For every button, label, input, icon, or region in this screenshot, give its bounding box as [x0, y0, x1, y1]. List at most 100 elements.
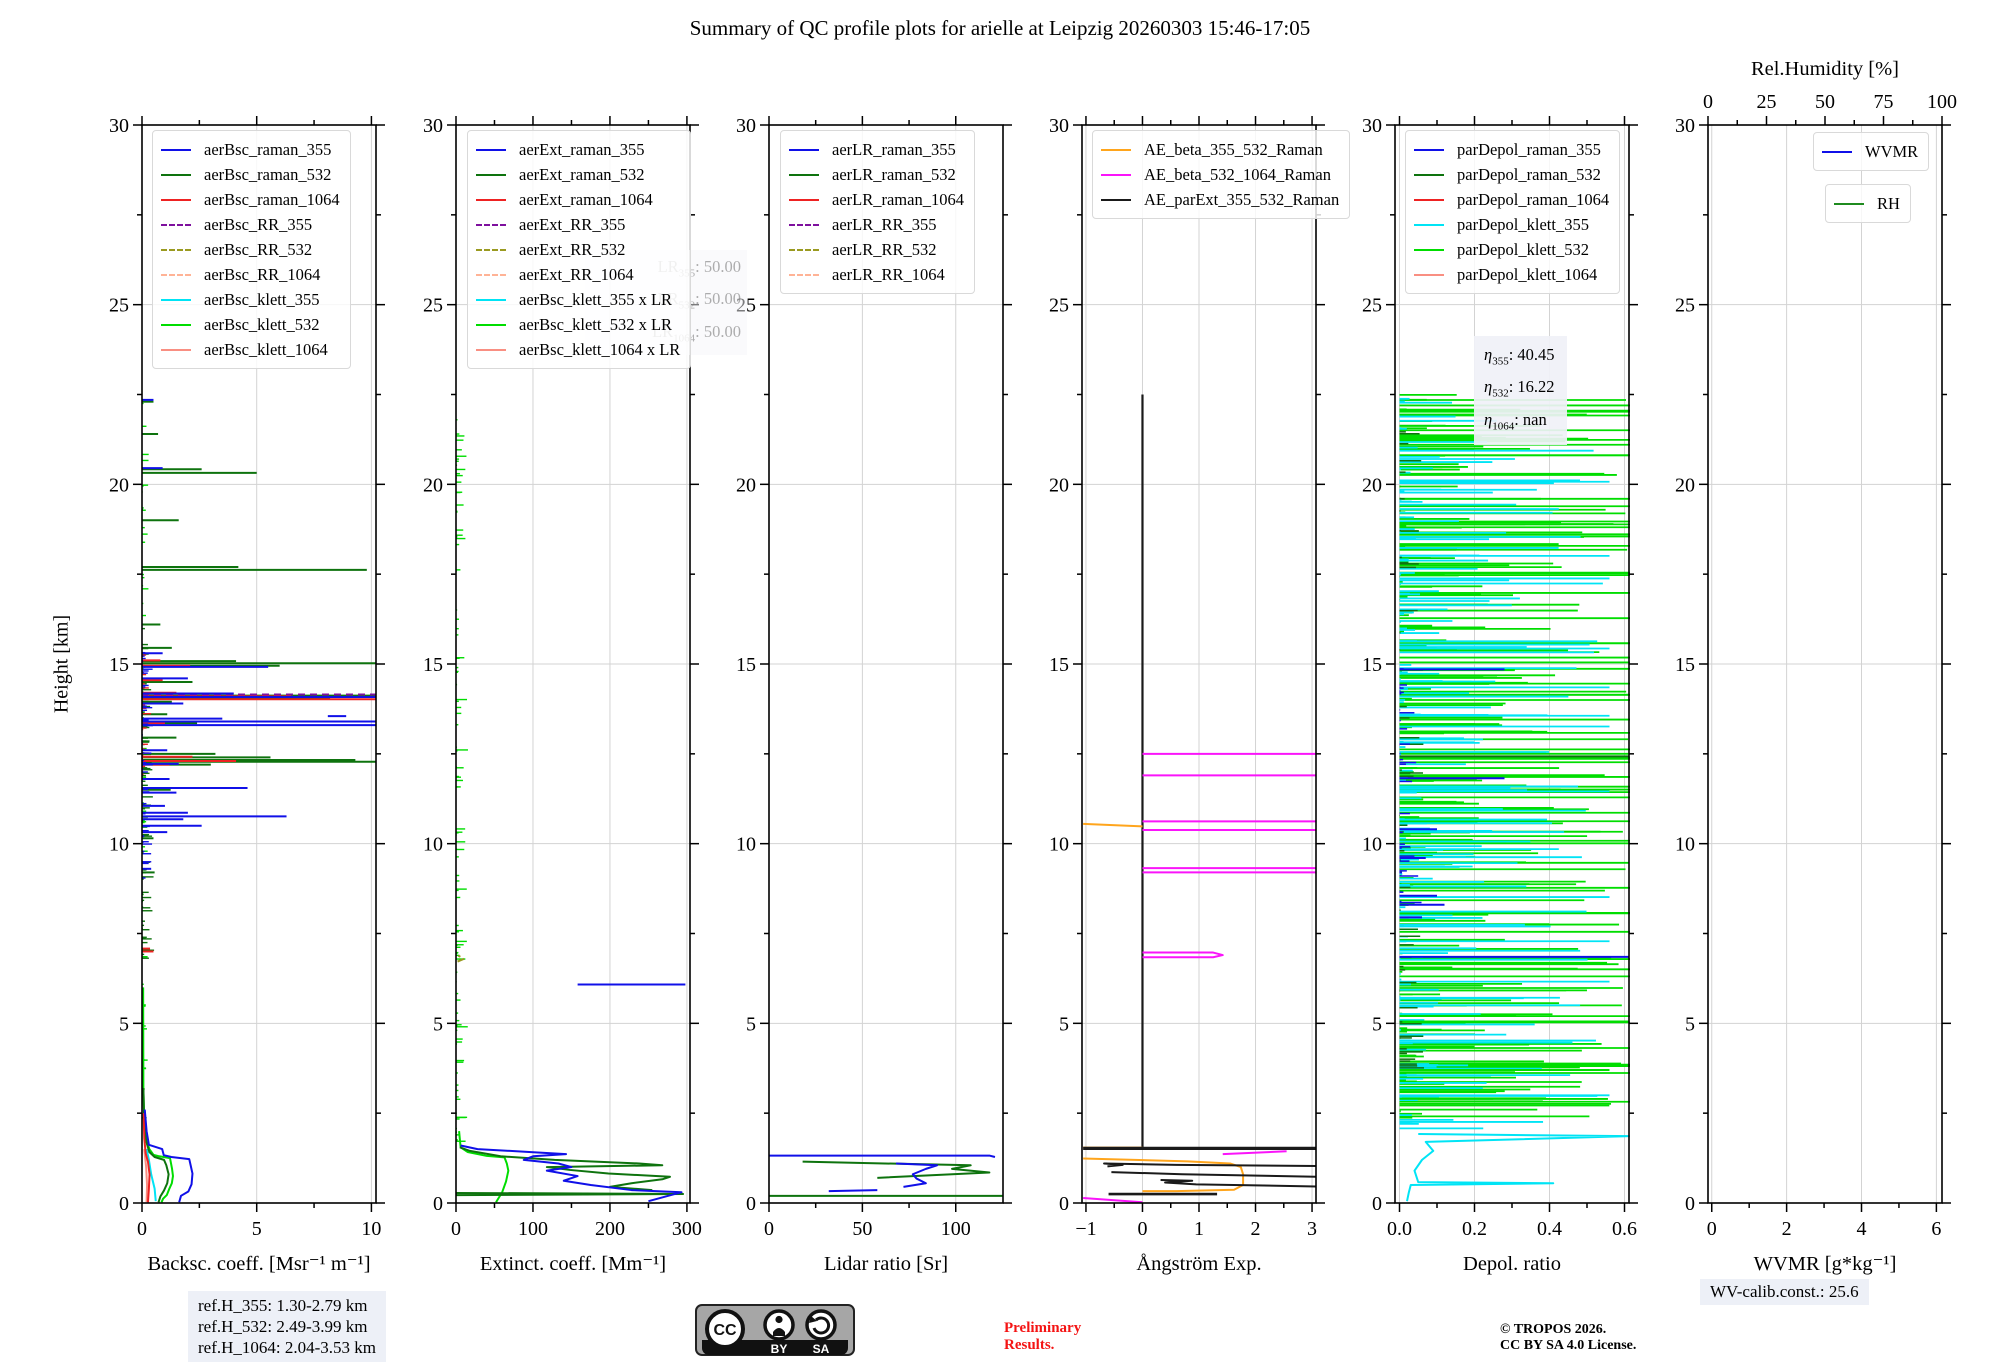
svg-text:0: 0: [746, 1193, 756, 1215]
legend-line-sample: [1414, 198, 1444, 201]
svg-text:20: 20: [736, 474, 756, 496]
series-angstroem: [1083, 394, 1317, 1204]
svg-text:5: 5: [119, 1013, 129, 1035]
legend-label: AE_beta_532_1064_Raman: [1144, 164, 1331, 184]
legend-label: aerBsc_klett_355 x LR: [519, 289, 673, 309]
legend-depol: parDepol_raman_355 parDepol_raman_532 parD…: [1405, 130, 1621, 294]
svg-text:5: 5: [1685, 1013, 1695, 1035]
svg-text:30: 30: [736, 115, 756, 137]
legend-item: parDepol_klett_355: [1414, 212, 1609, 237]
series-extinction: [455, 406, 686, 1203]
legend-line-sample: [1414, 148, 1444, 151]
svg-text:WVMR [g*kg⁻¹]: WVMR [g*kg⁻¹]: [1754, 1253, 1897, 1275]
legend-label: aerBsc_raman_355: [204, 139, 332, 159]
svg-text:30: 30: [1049, 115, 1069, 137]
legend-line-sample: [476, 298, 506, 301]
svg-text:20: 20: [1049, 474, 1069, 496]
legend-label: aerBsc_klett_1064: [204, 339, 328, 359]
annotation-line: η532: 16.22: [1484, 377, 1555, 400]
svg-text:30: 30: [1362, 115, 1382, 137]
svg-text:15: 15: [1675, 654, 1695, 676]
svg-text:200: 200: [595, 1218, 625, 1240]
svg-text:30: 30: [423, 115, 443, 137]
svg-text:5: 5: [1059, 1013, 1069, 1035]
axis-labels: 0 2 4 6 0 5 10 15 20 25 30 WVMR [g*kg⁻¹] 0 25 50 75 100 R…: [1675, 58, 1957, 1275]
legend-item: aerLR_raman_1064: [789, 187, 964, 212]
svg-text:15: 15: [109, 654, 129, 676]
legend-line-sample: [789, 248, 819, 251]
legend-item: aerBsc_RR_532: [161, 237, 340, 262]
legend-label: aerBsc_klett_532: [204, 314, 320, 334]
legend-label: aerExt_RR_532: [519, 239, 626, 259]
legend-label: parDepol_klett_532: [1457, 239, 1589, 259]
panel-backscatter: 0 5 10 0 5 10 15 20 25 30 Backsc. coeff. [Msr⁻¹ m⁻…: [109, 115, 385, 1275]
panel-extinction: 0 100 200 300 0 5 10 15 20 25 30 Extinct. coeff. [M…: [423, 115, 702, 1275]
legend-item: parDepol_raman_355: [1414, 137, 1609, 162]
preliminary-results-note: Preliminary Results.: [1004, 1320, 1082, 1353]
svg-text:50: 50: [1815, 91, 1835, 113]
legend-item: aerBsc_klett_355 x LR: [476, 287, 680, 312]
annotation-line: η1064: nan: [1484, 409, 1547, 432]
svg-text:30: 30: [1675, 115, 1695, 137]
svg-text:5: 5: [433, 1013, 443, 1035]
svg-text:0.6: 0.6: [1612, 1218, 1637, 1240]
svg-text:Lidar ratio [Sr]: Lidar ratio [Sr]: [824, 1253, 948, 1275]
gridlines: [1082, 125, 1316, 1203]
svg-text:10: 10: [1362, 834, 1382, 856]
svg-text:0: 0: [1137, 1218, 1147, 1240]
legend-line-sample: [1414, 273, 1444, 276]
svg-text:100: 100: [941, 1218, 971, 1240]
legend-line-sample: [789, 198, 819, 201]
panel-wvmr: 0 2 4 6 0 5 10 15 20 25 30 WVMR [g*kg⁻¹] 0 25 50 75 100 R…: [1675, 58, 1957, 1275]
legend-item: aerBsc_klett_355: [161, 287, 340, 312]
svg-text:100: 100: [1927, 91, 1957, 113]
svg-text:15: 15: [1049, 654, 1069, 676]
legend-item: aerBsc_RR_355: [161, 212, 340, 237]
svg-text:10: 10: [1675, 834, 1695, 856]
legend-line-sample: [476, 223, 506, 226]
legend-item: aerExt_raman_355: [476, 137, 680, 162]
by-person-icon: [763, 1309, 795, 1341]
svg-text:SA: SA: [813, 1342, 830, 1356]
legend-wvmr: WVMR: [1813, 132, 1930, 171]
svg-text:3: 3: [1307, 1218, 1317, 1240]
legend-label: aerBsc_raman_532: [204, 164, 332, 184]
legend-line-sample: [789, 273, 819, 276]
copyright-note: © TROPOS 2026. CC BY SA 4.0 License.: [1500, 1322, 1637, 1353]
svg-text:5: 5: [1372, 1013, 1382, 1035]
legend-label: aerBsc_klett_1064 x LR: [519, 339, 681, 359]
legend-line-sample: [789, 148, 819, 151]
legend-line-sample: [476, 323, 506, 326]
legend-item: aerExt_RR_355: [476, 212, 680, 237]
legend-line-sample: [161, 348, 191, 351]
legend-item: AE_beta_355_532_Raman: [1101, 137, 1339, 162]
legend-line-sample: [1414, 248, 1444, 251]
series-backscatter: [142, 398, 376, 1203]
svg-text:0: 0: [1685, 1193, 1695, 1215]
legend-item: aerExt_RR_532: [476, 237, 680, 262]
legend-line-sample: [161, 173, 191, 176]
legend-label: AE_parExt_355_532_Raman: [1144, 189, 1340, 209]
svg-text:1: 1: [1194, 1218, 1204, 1240]
cc-license-badge: CC BY SA: [695, 1304, 855, 1356]
legend-item: aerBsc_raman_532: [161, 162, 340, 187]
legend-item: aerExt_raman_1064: [476, 187, 680, 212]
legend-label: parDepol_raman_355: [1457, 139, 1601, 159]
legend-label: aerLR_RR_532: [832, 239, 937, 259]
svg-text:0: 0: [764, 1218, 774, 1240]
legend-item: AE_parExt_355_532_Raman: [1101, 187, 1339, 212]
ref-height-355: ref.H_355: 1.30-2.79 km: [198, 1296, 368, 1315]
svg-text:15: 15: [1362, 654, 1382, 676]
legend-label: parDepol_raman_1064: [1457, 189, 1610, 209]
svg-text:25: 25: [1362, 295, 1382, 317]
svg-text:0: 0: [1059, 1193, 1069, 1215]
svg-text:0.0: 0.0: [1387, 1218, 1412, 1240]
legend-line-sample: [161, 223, 191, 226]
legend-backscatter: aerBsc_raman_355 aerBsc_raman_532 aerBsc_r…: [152, 130, 351, 369]
svg-text:20: 20: [1675, 474, 1695, 496]
legend-label: aerLR_RR_1064: [832, 264, 945, 284]
legend-label: RH: [1877, 193, 1900, 213]
svg-text:0: 0: [137, 1218, 147, 1240]
legend-line-sample: [476, 348, 506, 351]
